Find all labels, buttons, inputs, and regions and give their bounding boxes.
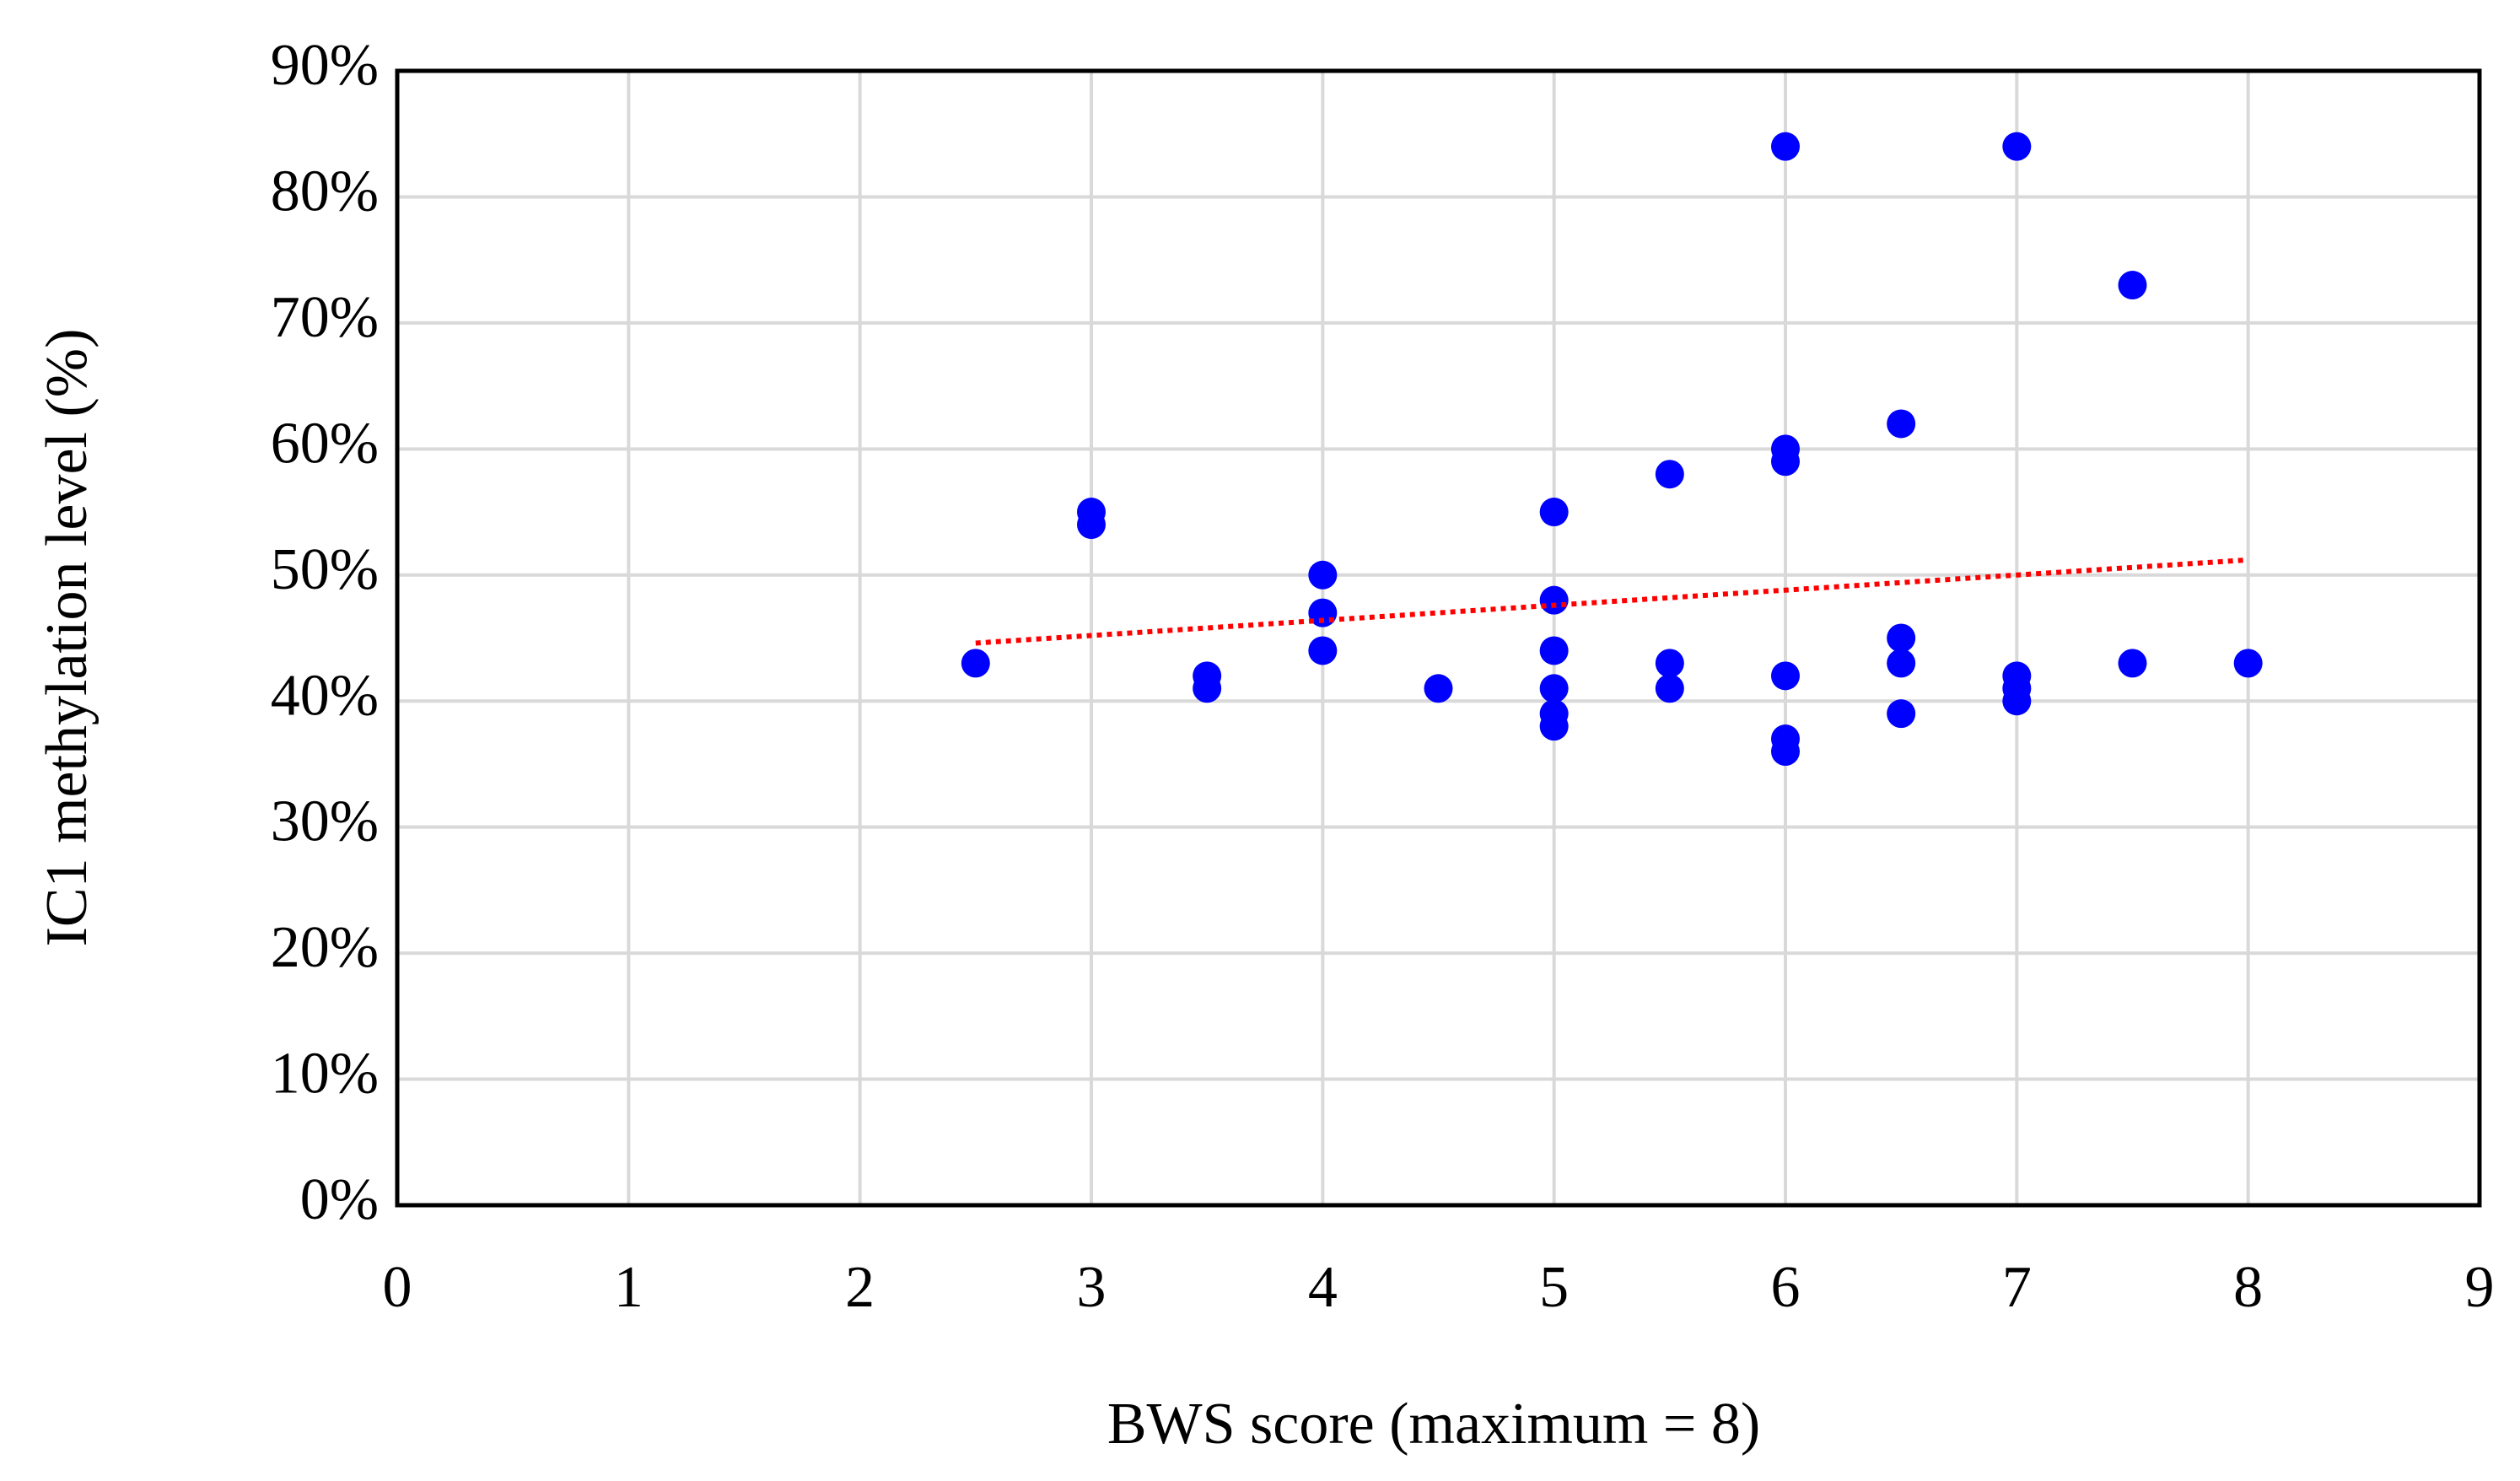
- trendline: [975, 557, 2248, 646]
- point: [1539, 498, 1569, 527]
- x-tick-label: 8: [2233, 1255, 2263, 1320]
- x-tick-label: 5: [1539, 1255, 1569, 1320]
- x-tick-label: 2: [845, 1255, 875, 1320]
- point: [1077, 510, 1106, 539]
- y-tick-label: 90%: [271, 33, 379, 98]
- x-tick-label: 7: [2002, 1255, 2032, 1320]
- x-tick-label: 9: [2465, 1255, 2495, 1320]
- y-tick-label: 20%: [271, 915, 379, 980]
- point: [1655, 649, 1684, 678]
- point: [1771, 661, 1800, 691]
- point: [1655, 674, 1684, 703]
- point: [1193, 674, 1222, 703]
- point: [1539, 636, 1569, 665]
- x-tick-label: 1: [614, 1255, 643, 1320]
- point: [2002, 132, 2032, 161]
- point: [2118, 649, 2147, 678]
- point: [1887, 649, 1916, 678]
- y-tick-label: 0%: [300, 1167, 379, 1232]
- x-tick-label: 6: [1771, 1255, 1801, 1320]
- point: [2233, 649, 2263, 678]
- point: [1771, 132, 1800, 161]
- y-tick-label: 60%: [271, 411, 379, 476]
- point: [961, 649, 990, 678]
- point: [2118, 271, 2147, 300]
- y-tick-label: 80%: [271, 159, 379, 224]
- point: [1424, 674, 1453, 703]
- y-tick-label: 40%: [271, 663, 379, 728]
- point: [1308, 636, 1338, 665]
- point: [1887, 623, 1916, 653]
- y-tick-label: 70%: [271, 285, 379, 350]
- point: [2002, 687, 2032, 716]
- plot-border: [395, 68, 2482, 1208]
- point: [1539, 712, 1569, 741]
- x-tick-label: 4: [1308, 1255, 1338, 1320]
- y-tick-label: 50%: [271, 537, 379, 602]
- x-axis-label: BWS score (maximum = 8): [1107, 1392, 1760, 1457]
- y-axis-label: IC1 methylation level (%): [35, 329, 100, 947]
- point: [1655, 460, 1684, 489]
- x-tick-label: 3: [1077, 1255, 1107, 1320]
- point: [1771, 447, 1800, 477]
- point: [1771, 737, 1800, 766]
- y-tick-label: 30%: [271, 789, 379, 854]
- x-tick-label: 0: [383, 1255, 412, 1320]
- point: [1539, 585, 1569, 615]
- point: [1308, 560, 1338, 590]
- point: [1539, 674, 1569, 703]
- y-tick-label: 10%: [271, 1042, 379, 1107]
- point: [1887, 409, 1916, 439]
- point: [1887, 699, 1916, 729]
